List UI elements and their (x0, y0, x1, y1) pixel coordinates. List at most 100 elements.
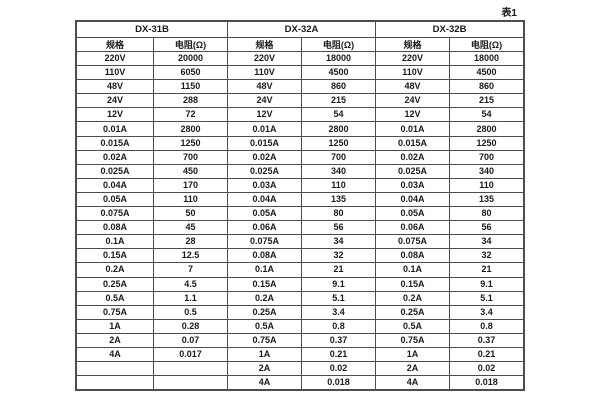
spec-cell: 0.25A (227, 304, 303, 320)
spec-cell: 0.08A (227, 248, 303, 264)
resistance-cell: 0.21 (449, 346, 525, 363)
resistance-cell: 700 (152, 149, 229, 165)
resistance-cell: 34 (449, 234, 525, 250)
spec-cell: 0.025A (227, 163, 303, 179)
group-header-dx32b: DX-32B (375, 21, 525, 38)
spec-cell: 4A (227, 375, 303, 391)
resistance-cell: 54 (449, 107, 525, 123)
spec-cell: 0.1A (227, 262, 303, 278)
spec-cell: 0.015A (76, 135, 154, 151)
resistance-cell: 5.1 (301, 290, 377, 306)
resistance-cell: 28 (152, 234, 229, 250)
spec-cell: 0.25A (76, 276, 154, 292)
table-row: 0.075A 50 0.05A 80 0.05A 80 (76, 206, 525, 222)
resistance-cell: 0.5 (152, 304, 229, 320)
resistance-cell: 340 (301, 163, 377, 179)
spec-cell: 48V (76, 79, 154, 95)
spec-cell: 2A (375, 361, 451, 377)
resistance-cell: 135 (301, 191, 377, 208)
resistance-cell: 56 (301, 220, 377, 236)
spec-cell: 0.08A (375, 248, 451, 264)
resistance-cell: 0.02 (449, 361, 525, 377)
spec-cell: 0.075A (375, 234, 451, 250)
table-row: 0.1A 28 0.075A 34 0.075A 34 (76, 234, 525, 250)
spec-cell: 48V (375, 79, 451, 95)
table-row: 0.15A 12.5 0.08A 32 0.08A 32 (76, 248, 525, 264)
resistance-cell: 12.5 (152, 248, 229, 264)
spec-cell: 0.05A (227, 206, 303, 222)
table-row: 48V 1150 48V 860 48V 860 (76, 79, 525, 95)
spec-cell: 0.04A (375, 191, 451, 208)
resistance-cell: 4.5 (152, 276, 229, 292)
spec-cell: 4A (375, 375, 451, 391)
spec-cell: 0.15A (76, 248, 154, 264)
resistance-cell: 9.1 (449, 276, 525, 292)
table-row: 2A 0.07 0.75A 0.37 0.75A 0.37 (76, 332, 525, 348)
resistance-cell: 450 (152, 163, 229, 179)
table-row: 4A 0.017 1A 0.21 1A 0.21 (76, 346, 525, 363)
table-row: 0.5A 1.1 0.2A 5.1 0.2A 5.1 (76, 290, 525, 306)
spec-column-header: 规格 (76, 37, 154, 52)
spec-cell: 0.75A (76, 304, 154, 320)
table-row: 1A 0.28 0.5A 0.8 0.5A 0.8 (76, 318, 525, 334)
resistance-cell: 54 (301, 107, 377, 123)
spec-cell: 0.025A (375, 163, 451, 179)
resistance-cell: 2800 (301, 121, 377, 137)
resistance-cell: 20000 (152, 50, 229, 67)
spec-cell (76, 375, 154, 391)
table-row: 4A 0.018 4A 0.018 (76, 375, 525, 391)
table-row: 220V 20000 220V 18000 220V 18000 (76, 50, 525, 67)
spec-cell: 0.075A (76, 206, 154, 222)
resistance-column-header: 电阻(Ω) (449, 37, 525, 52)
resistance-cell: 0.21 (301, 346, 377, 363)
resistance-cell: 0.018 (301, 375, 377, 391)
spec-cell: 110V (375, 65, 451, 81)
spec-cell: 0.15A (375, 276, 451, 292)
spec-cell: 1A (76, 318, 154, 334)
spec-cell: 0.08A (76, 220, 154, 236)
spec-cell: 1A (375, 346, 451, 363)
resistance-cell: 288 (152, 93, 229, 109)
spec-cell: 2A (76, 332, 154, 348)
resistance-cell: 56 (449, 220, 525, 236)
resistance-cell: 18000 (449, 50, 525, 67)
group-header-dx31b: DX-31B (75, 21, 229, 38)
resistance-cell: 32 (449, 248, 525, 264)
table-row: 0.015A 1250 0.015A 1250 0.015A 1250 (76, 135, 525, 151)
spec-column-header: 规格 (375, 37, 451, 52)
spec-cell (76, 361, 154, 377)
spec-cell: 0.05A (375, 206, 451, 222)
spec-cell: 0.02A (76, 149, 154, 165)
resistance-cell: 170 (152, 177, 229, 193)
spec-cell: 0.1A (375, 262, 451, 278)
table-row: 0.04A 170 0.03A 110 0.03A 110 (76, 177, 525, 193)
spec-cell: 220V (375, 50, 451, 67)
resistance-cell: 340 (449, 163, 525, 179)
spec-cell: 1A (227, 346, 303, 363)
spec-cell: 0.2A (375, 290, 451, 306)
resistance-cell: 32 (301, 248, 377, 264)
resistance-cell: 4500 (449, 65, 525, 81)
resistance-cell: 1250 (301, 135, 377, 151)
resistance-cell: 3.4 (449, 304, 525, 320)
spec-cell: 110V (227, 65, 303, 81)
resistance-cell: 0.28 (152, 318, 229, 334)
spec-cell: 110V (76, 65, 154, 81)
spec-cell: 220V (227, 50, 303, 67)
resistance-cell: 50 (152, 206, 229, 222)
resistance-cell: 110 (152, 191, 229, 208)
table-row: 0.2A 7 0.1A 21 0.1A 21 (76, 262, 525, 278)
resistance-cell: 7 (152, 262, 229, 278)
resistance-cell: 0.8 (449, 318, 525, 334)
spec-cell: 0.5A (375, 318, 451, 334)
spec-cell: 0.01A (375, 121, 451, 137)
resistance-column-header: 电阻(Ω) (301, 37, 377, 52)
spec-cell: 0.03A (375, 177, 451, 193)
resistance-cell: 135 (449, 191, 525, 208)
resistance-cell: 72 (152, 107, 229, 123)
resistance-cell: 18000 (301, 50, 377, 67)
spec-cell: 0.01A (76, 121, 154, 137)
spec-cell: 0.05A (76, 191, 154, 208)
spec-cell: 12V (227, 107, 303, 123)
resistance-cell: 1250 (152, 135, 229, 151)
